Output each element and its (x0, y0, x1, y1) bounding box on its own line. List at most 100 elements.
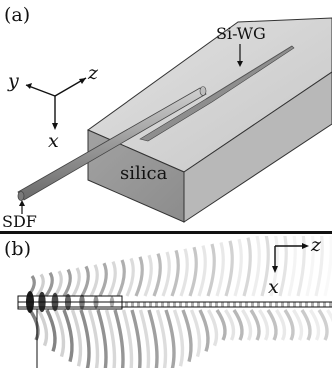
guided-mode-segment (269, 302, 272, 307)
wave-fringes-lower (28, 309, 332, 368)
guided-mode-segment (323, 302, 326, 307)
lower-fringe (147, 309, 159, 368)
sdf-fiber (17, 86, 207, 201)
upper-fringe (233, 238, 243, 297)
upper-fringe (278, 236, 288, 297)
guided-mode-segment (263, 302, 266, 307)
lower-fringe (198, 309, 210, 352)
guided-mode-segment (203, 302, 206, 307)
upper-fringe (206, 243, 216, 297)
upper-fringe (224, 240, 234, 297)
lower-fringe (70, 309, 83, 367)
panel-a-3d-schematic: (a) y z x Si-WG silica SDF (2, 4, 332, 231)
upper-fringe (134, 256, 144, 297)
schematic-drawing (17, 17, 332, 223)
upper-fringe (35, 273, 45, 297)
lower-fringe (87, 309, 100, 368)
silica-label: silica (120, 163, 168, 184)
field-pattern (0, 236, 332, 368)
guided-mode-segment (221, 302, 224, 307)
guided-mode-segment (209, 302, 212, 307)
lower-fringe (300, 309, 312, 341)
lower-fringe (53, 309, 66, 358)
upper-fringe (215, 241, 225, 297)
lower-fringe (309, 309, 321, 341)
axes-2d (272, 243, 309, 273)
guided-mode-segment (317, 302, 320, 307)
lower-fringe (266, 309, 278, 341)
fiber-outline (17, 295, 123, 310)
upper-fringe (62, 268, 72, 297)
guided-mode-segment (257, 302, 260, 307)
upper-fringe (260, 236, 270, 297)
axes-3d (25, 77, 87, 130)
lower-fringe (275, 309, 287, 341)
panel-a-label: (a) (4, 4, 31, 26)
silica-block-side-face (183, 71, 332, 223)
guided-mode-segment (131, 302, 134, 307)
lower-fringe (164, 309, 176, 368)
upper-fringe (53, 270, 63, 297)
lower-fringe (155, 309, 168, 368)
panel-b-field-plot: (b) z x (0, 236, 332, 368)
guided-mode-segment (305, 302, 308, 307)
guided-mode-segment (299, 302, 302, 307)
upper-fringe (44, 271, 54, 297)
axis-x-label-b: x (268, 276, 279, 298)
upper-fringe (125, 257, 135, 297)
si-wg-label: Si-WG (216, 24, 266, 43)
upper-fringe (323, 236, 332, 297)
lower-fringe (189, 309, 202, 358)
upper-fringe (71, 267, 81, 297)
guided-mode-segment (173, 302, 176, 307)
lower-fringe (172, 309, 185, 367)
axis-x-label: x (48, 130, 59, 152)
lower-fringe (326, 309, 332, 340)
guided-mode-segment (179, 302, 182, 307)
guided-mode-segment (287, 302, 290, 307)
guided-mode-segment (197, 302, 200, 307)
guided-mode-segment (233, 302, 236, 307)
panel-b-label: (b) (4, 238, 31, 260)
guided-mode-segment (155, 302, 158, 307)
guided-mode-segment (275, 302, 278, 307)
guided-mode-segment (161, 302, 164, 307)
lower-fringe (96, 309, 108, 368)
lower-fringe (249, 309, 261, 341)
upper-fringe (242, 237, 252, 297)
guided-mode-segment (293, 302, 296, 307)
lower-fringe (215, 309, 227, 341)
guided-mode-segment (125, 302, 128, 307)
upper-fringe (296, 236, 306, 297)
lower-fringe (79, 309, 91, 368)
lower-fringe (241, 309, 253, 341)
lower-fringe (283, 309, 295, 341)
guided-mode-segment (137, 302, 140, 307)
guided-mode-segment (281, 302, 284, 307)
lower-fringe (232, 309, 244, 341)
upper-fringe (116, 259, 126, 297)
lower-fringe (62, 309, 74, 363)
lower-fringe (224, 309, 236, 341)
guided-mode-segment (227, 302, 230, 307)
guided-mode-segment (185, 302, 188, 307)
upper-fringe (269, 236, 279, 297)
guided-mode-segment (191, 302, 194, 307)
lower-fringe (207, 309, 219, 347)
sdf-label: SDF (2, 212, 37, 231)
upper-fringe (161, 251, 171, 297)
axis-y-label: y (8, 70, 19, 92)
lower-fringe (181, 309, 193, 363)
guided-mode-segment (143, 302, 146, 307)
guided-mode-segment (215, 302, 218, 307)
upper-fringe (107, 260, 117, 297)
lower-fringe (317, 309, 329, 341)
lower-fringe (258, 309, 270, 341)
guided-mode-segment (311, 302, 314, 307)
guided-mode-segment (251, 302, 254, 307)
guided-mode-segment (167, 302, 170, 307)
lower-fringe (113, 309, 125, 368)
upper-fringe (197, 245, 207, 297)
upper-fringe (179, 248, 189, 297)
panel-divider (0, 231, 332, 234)
